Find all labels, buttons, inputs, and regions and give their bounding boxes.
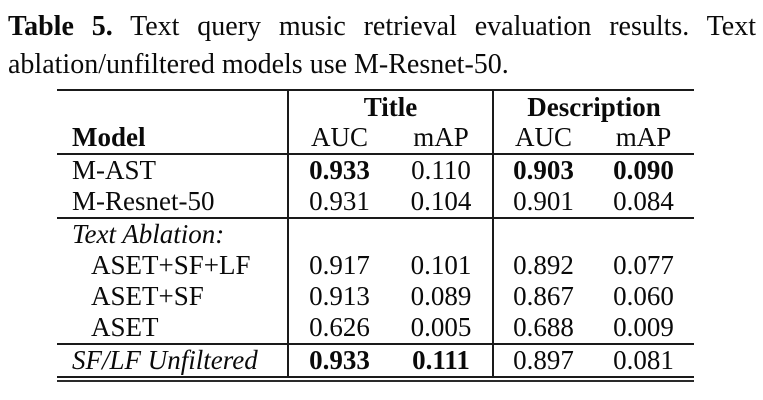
value-cell: 0.901 [513,186,574,216]
caption-label: Table 5. [8,11,113,42]
value-cell: 0.090 [613,155,674,185]
column-header-title-auc: AUC [288,122,390,155]
table-row: ASET+SF 0.913 0.089 0.867 0.060 [57,281,694,312]
model-cell: Text Ablation: [57,217,289,250]
column-header-desc-auc: AUC [493,122,593,155]
value-cell: 0.867 [513,281,574,311]
group-header-title: Title [288,90,494,122]
value-cell: 0.077 [613,250,674,280]
table-row: M-Resnet-50 0.931 0.104 0.901 0.084 [57,186,694,218]
value-cell [288,217,390,250]
results-table: Title Description Model AUC mAP AUC mAP … [57,89,695,378]
group-header-spacer [57,90,289,122]
value-cell: 0.101 [390,250,494,281]
table-row: Text Ablation: [57,217,695,250]
value-cell: 0.081 [593,343,695,377]
table-body: M-AST 0.933 0.110 0.903 0.090 M-Resnet-50 0.93… [57,154,695,377]
value-cell: 0.009 [613,312,674,342]
value-cell: 0.903 [513,155,574,185]
value-cell: 0.913 [309,281,370,311]
table-row: ASET+SF+LF 0.917 0.101 0.892 0.077 [57,250,694,281]
column-header-desc-map: mAP [593,122,695,155]
group-header-row: Title Description [57,90,694,122]
model-cell: M-AST [57,154,289,186]
value-cell: 0.931 [309,186,370,216]
caption-text: Text query music retrieval evaluation re… [8,11,756,80]
value-cell: 0.688 [513,312,574,342]
model-cell: ASET+SF+LF [57,250,289,281]
value-cell: 0.084 [613,186,674,216]
value-cell [390,217,494,250]
value-cell: 0.933 [309,155,370,185]
value-cell: 0.933 [288,343,390,377]
value-cell: 0.626 [309,312,370,342]
group-header-description: Description [527,92,661,122]
model-cell: SF/LF Unfiltered [57,343,289,377]
table-row: ASET 0.626 0.005 0.688 0.009 [57,312,694,344]
value-cell: 0.089 [390,281,494,312]
value-cell: 0.104 [390,186,494,218]
column-header-title-map: mAP [390,122,494,155]
value-cell: 0.892 [513,250,574,280]
table-row: M-AST 0.933 0.110 0.903 0.090 [57,154,694,186]
value-cell [593,217,695,250]
table-row: SF/LF Unfiltered 0.933 0.111 0.897 0.081 [57,343,695,377]
column-header-row: Model AUC mAP AUC mAP [57,122,695,155]
value-cell: 0.111 [390,343,494,377]
value-cell: 0.060 [613,281,674,311]
column-header-model: Model [57,122,289,155]
table-caption: Table 5. Text query music retrieval eval… [8,8,756,84]
value-cell [493,217,593,250]
model-cell: ASET+SF [57,281,289,312]
bottom-double-rule [57,380,694,382]
model-cell: ASET [57,312,289,344]
value-cell: 0.897 [493,343,593,377]
value-cell: 0.917 [309,250,370,280]
model-cell: M-Resnet-50 [57,186,289,218]
value-cell: 0.005 [390,312,494,344]
value-cell: 0.110 [390,154,494,186]
